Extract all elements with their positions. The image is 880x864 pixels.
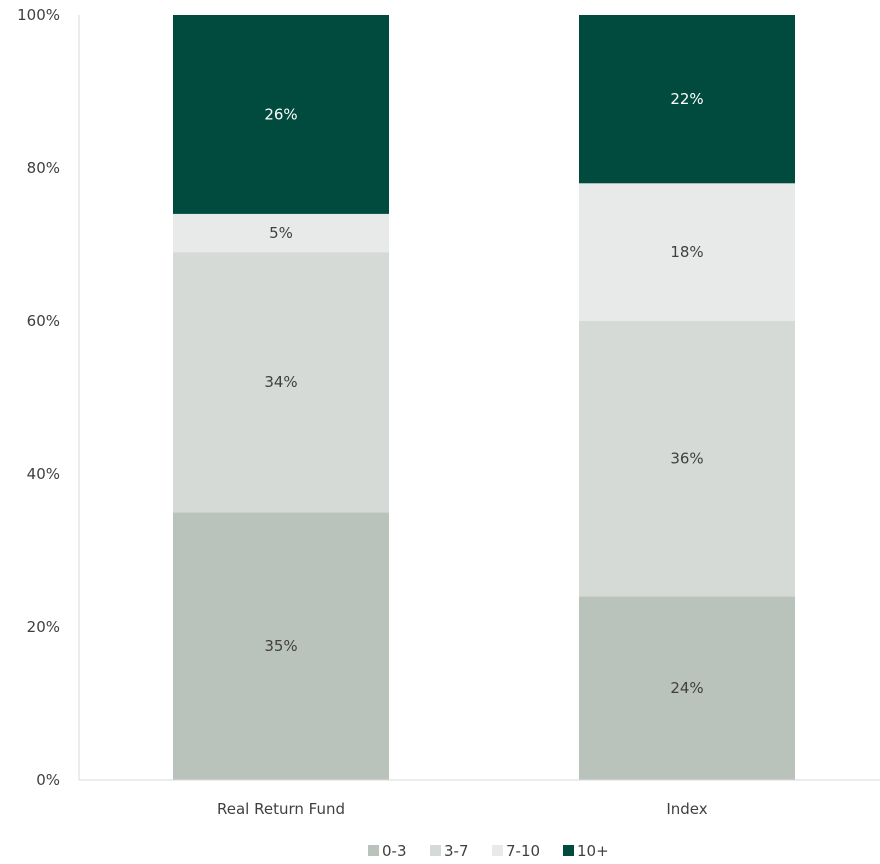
y-tick-label: 0% xyxy=(36,771,60,789)
bar-segment xyxy=(579,183,795,321)
bar-data-label: 18% xyxy=(670,243,703,261)
bar-data-label: 24% xyxy=(670,679,703,697)
bar-segment xyxy=(579,596,795,780)
legend-item: 7-10 xyxy=(492,842,540,860)
legend-label: 10+ xyxy=(577,842,609,860)
bar-data-label: 26% xyxy=(264,105,297,123)
legend-item: 0-3 xyxy=(368,842,407,860)
legend-swatch xyxy=(492,845,503,856)
x-axis-category-labels: Real Return Fund Index xyxy=(217,800,708,818)
legend-swatch xyxy=(430,845,441,856)
legend-item: 10+ xyxy=(563,842,609,860)
y-tick-label: 20% xyxy=(27,618,60,636)
y-tick-label: 100% xyxy=(17,6,60,24)
legend-label: 7-10 xyxy=(506,842,540,860)
bar-segment xyxy=(173,252,389,513)
x-category-label: Real Return Fund xyxy=(217,800,345,818)
bars xyxy=(173,15,795,780)
bar-segment xyxy=(173,213,389,253)
bar-data-label: 22% xyxy=(670,90,703,108)
bar-segment xyxy=(173,512,389,780)
legend: 0-3 3-7 7-10 10+ xyxy=(368,842,609,860)
bar-data-label: 34% xyxy=(264,373,297,391)
bar-data-labels: 35% 34% 5% 26% 24% 36% 18% 22% xyxy=(264,90,703,697)
bar-segment xyxy=(173,15,389,214)
y-tick-label: 80% xyxy=(27,159,60,177)
x-category-label: Index xyxy=(666,800,707,818)
bar-data-label: 36% xyxy=(670,450,703,468)
legend-item: 3-7 xyxy=(430,842,469,860)
legend-label: 3-7 xyxy=(444,842,469,860)
legend-swatch xyxy=(563,845,574,856)
bar-segment xyxy=(579,321,795,597)
bar-segment xyxy=(579,15,795,184)
y-tick-label: 60% xyxy=(27,312,60,330)
bar-data-label: 35% xyxy=(264,637,297,655)
bar-data-label: 5% xyxy=(269,224,293,242)
legend-label: 0-3 xyxy=(382,842,407,860)
y-axis-tick-labels: 0% 20% 40% 60% 80% 100% xyxy=(17,6,60,789)
legend-swatch xyxy=(368,845,379,856)
y-tick-label: 40% xyxy=(27,465,60,483)
